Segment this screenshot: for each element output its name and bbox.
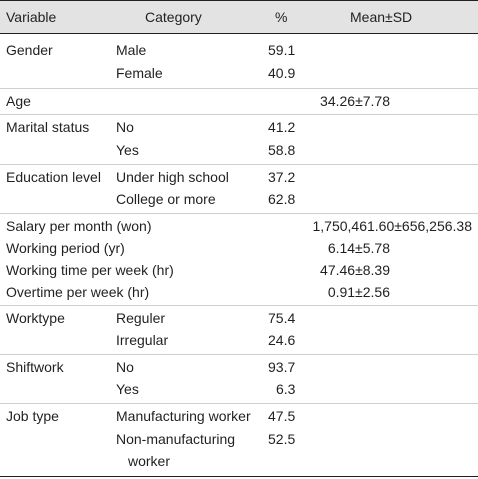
row-marital-yes: Yes bbox=[116, 142, 139, 158]
row-salary-variable: Salary per month (won) bbox=[6, 218, 152, 234]
row-shiftwork-no-pct: 93.7 bbox=[268, 359, 296, 375]
row-worktype-reguler-pct: 75.4 bbox=[268, 310, 296, 326]
row-working-time-variable: Working time per week (hr) bbox=[6, 262, 174, 278]
row-divider bbox=[0, 213, 478, 214]
row-shiftwork-no: No bbox=[116, 359, 134, 375]
row-worktype-variable: Worktype bbox=[6, 310, 65, 326]
row-salary-mean-sd: 1,750,461.60±656,256.38 bbox=[312, 218, 473, 234]
header-category: Category bbox=[145, 9, 202, 25]
row-education-under-pct: 37.2 bbox=[268, 169, 296, 185]
row-education-college-pct: 62.8 bbox=[268, 191, 296, 207]
row-working-time-mean-sd: 47.46±8.39 bbox=[320, 262, 390, 278]
row-education-college: College or more bbox=[116, 191, 216, 207]
row-overtime-variable: Overtime per week (hr) bbox=[6, 284, 150, 300]
row-shiftwork-yes-pct: 6.3 bbox=[276, 381, 296, 397]
row-divider bbox=[0, 305, 478, 306]
row-worktype-irregular-pct: 24.6 bbox=[268, 332, 296, 348]
row-gender-male: Male bbox=[116, 42, 147, 58]
row-divider bbox=[0, 164, 478, 165]
row-gender-male-pct: 59.1 bbox=[268, 42, 296, 58]
row-working-period-mean-sd: 6.14±5.78 bbox=[327, 240, 390, 256]
row-marital-yes-pct: 58.8 bbox=[268, 142, 296, 158]
row-worktype-irregular: Irregular bbox=[116, 332, 169, 348]
header-mean-sd: Mean±SD bbox=[350, 9, 413, 25]
row-job-type-non-manufacturing-line2: worker bbox=[128, 453, 171, 469]
row-job-type-variable: Job type bbox=[6, 408, 59, 424]
row-job-type-non-manufacturing: Non-manufacturing bbox=[116, 431, 236, 447]
row-job-type-non-manufacturing-pct: 52.5 bbox=[268, 431, 296, 447]
row-marital-variable: Marital status bbox=[6, 119, 90, 135]
row-marital-no-pct: 41.2 bbox=[268, 119, 296, 135]
row-divider bbox=[0, 403, 478, 404]
row-age-variable: Age bbox=[6, 93, 31, 109]
row-gender-female: Female bbox=[116, 65, 163, 81]
row-divider bbox=[0, 114, 478, 115]
header-variable: Variable bbox=[6, 9, 57, 25]
row-gender-female-pct: 40.9 bbox=[268, 65, 296, 81]
row-marital-no: No bbox=[116, 119, 134, 135]
row-shiftwork-variable: Shiftwork bbox=[6, 359, 64, 375]
header-percent: % bbox=[275, 9, 288, 25]
table-header bbox=[0, 0, 478, 34]
row-job-type-manufacturing: Manufacturing worker bbox=[116, 408, 251, 424]
table-bottom-border bbox=[0, 476, 478, 477]
row-divider bbox=[0, 354, 478, 355]
row-divider bbox=[0, 88, 478, 89]
row-education-under: Under high school bbox=[116, 169, 229, 185]
row-shiftwork-yes: Yes bbox=[116, 381, 139, 397]
row-worktype-reguler: Reguler bbox=[116, 310, 166, 326]
row-overtime-mean-sd: 0.91±2.56 bbox=[327, 284, 390, 300]
row-job-type-manufacturing-pct: 47.5 bbox=[268, 408, 296, 424]
row-age-mean-sd: 34.26±7.78 bbox=[320, 93, 390, 109]
row-education-variable: Education level bbox=[6, 169, 101, 185]
row-gender-variable: Gender bbox=[6, 42, 53, 58]
row-working-period-variable: Working period (yr) bbox=[6, 240, 125, 256]
